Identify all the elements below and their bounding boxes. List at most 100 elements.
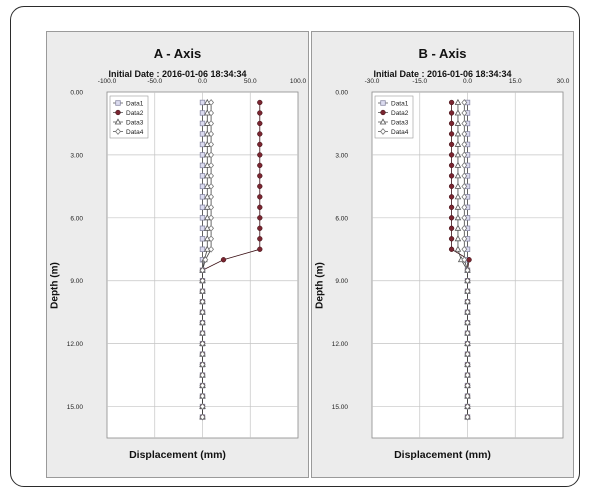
a-axis-data1-point (199, 246, 206, 252)
b-axis-data2-point (448, 215, 455, 221)
a-axis-initial-date: Initial Date : 2016-01-06 18:34:34 (108, 69, 247, 79)
a-axis-legend-data4-label: Data4 (126, 129, 144, 136)
a-axis-title: A - Axis (153, 46, 202, 61)
a-axis-data4-point (199, 319, 206, 327)
a-axis-data4-point (208, 109, 215, 117)
a-axis-data1-point (199, 110, 206, 116)
b-axis-data3-point (454, 193, 462, 200)
b-axis-data3-point (454, 119, 462, 126)
b-axis-data2-point (448, 141, 455, 148)
a-axis-data4-point (199, 277, 206, 285)
a-axis-data4-point (199, 371, 206, 379)
a-axis-y-tick-label: 9.00 (70, 278, 83, 285)
a-axis-data2-point (257, 246, 263, 252)
b-axis-data4-point (464, 287, 471, 295)
a-axis-data2-point (257, 131, 263, 137)
b-axis-data4-point (464, 277, 471, 285)
b-axis-data4-point (464, 266, 471, 274)
a-axis-x-tick-label: 50.0 (244, 78, 257, 85)
b-axis-data3-point (454, 161, 462, 168)
b-axis-legend-data3-label: Data3 (391, 119, 409, 126)
b-axis-data2-point (448, 246, 455, 252)
a-axis-data4-point (208, 99, 215, 106)
b-axis-data2-point (448, 152, 455, 158)
b-axis-data4-point (464, 340, 471, 348)
a-axis-data4-point (208, 235, 215, 243)
b-axis-legend-data4-marker (380, 128, 386, 135)
b-axis-data4-point (464, 382, 471, 389)
a-axis-data4-point (199, 403, 206, 410)
b-axis-data4-point (464, 371, 471, 379)
b-axis-data4-point (464, 392, 471, 400)
b-axis-data3-point (454, 203, 462, 210)
b-axis-data4-point (461, 151, 468, 159)
a-axis-data4-point (208, 151, 215, 159)
a-axis-legend-data3-label: Data3 (126, 119, 144, 126)
a-axis-data1-point (199, 194, 206, 200)
a-axis-data1-point (199, 183, 206, 190)
a-axis-data4-point (199, 413, 206, 421)
a-axis-data4-point (199, 340, 206, 348)
a-axis-data4-point (208, 245, 215, 253)
b-axis-x-tick-label: -15.0 (412, 78, 427, 85)
b-axis-data3-point (454, 224, 462, 231)
b-axis-data4-point (464, 403, 471, 410)
b-axis-data4-point (461, 161, 468, 169)
a-axis-data1-point (199, 141, 206, 148)
b-axis-data3-point (454, 172, 462, 179)
a-axis-data2-point (220, 257, 227, 263)
b-axis-legend-data2-label: Data2 (391, 110, 409, 117)
b-axis-data4-point (461, 109, 468, 117)
b-axis-legend-data1-marker (380, 100, 386, 106)
b-axis-data4-point (461, 224, 468, 232)
a-axis-legend-data1-label: Data1 (126, 100, 144, 107)
a-axis-data4-point (199, 392, 206, 400)
b-axis-data4-point (461, 256, 468, 264)
a-axis-y-tick-label: 12.00 (67, 341, 84, 348)
b-axis-data4-point (461, 203, 468, 211)
b-axis-legend-data1-label: Data1 (391, 100, 409, 107)
a-axis-chart: -100.0 -50.0 0.0 50.0 100.0 0.00 3.00 6.00 9.00 1… (67, 78, 307, 439)
b-axis-y-tick-label: 3.00 (335, 152, 348, 159)
b-axis-data3-point (454, 245, 462, 252)
b-axis-data2-point (448, 194, 455, 200)
b-axis-title: B - Axis (418, 46, 467, 61)
a-axis-data4-point (199, 266, 206, 274)
b-axis-data2-point (448, 120, 455, 127)
report-frame: A - Axis Initial Date : 2016-01-06 18:34… (10, 6, 580, 487)
a-axis-data1-point (199, 215, 206, 221)
b-axis-data4-point (461, 141, 468, 148)
a-axis-x-label: Displacement (mm) (129, 449, 226, 461)
a-axis-x-tick-label: 0.0 (198, 78, 207, 85)
b-axis-data3-point (454, 109, 462, 116)
a-axis-data2-point (257, 162, 263, 169)
b-axis-data4-point (464, 308, 471, 316)
a-axis-data4-point (208, 182, 215, 190)
b-axis-data3-point (454, 214, 462, 221)
a-axis-data4-point (208, 130, 215, 138)
a-axis-data4-point (208, 203, 215, 211)
a-axis-data4-point (208, 120, 215, 127)
b-axis-data2-point (448, 173, 455, 179)
a-axis-data4-point (202, 256, 209, 264)
b-axis-data4-point (461, 193, 468, 201)
b-axis-data4-point (461, 235, 468, 243)
b-axis-y-tick-label: 9.00 (335, 278, 348, 285)
b-axis-x-label: Displacement (mm) (394, 449, 491, 461)
b-axis-legend-data2-marker (380, 109, 386, 116)
a-axis-legend-data4-marker (115, 128, 121, 135)
b-axis-y-tick-label: 12.00 (332, 341, 349, 348)
a-axis-x-tick-label: 100.0 (290, 78, 307, 85)
a-axis-data1-point (199, 162, 206, 169)
a-axis-data4-point (199, 287, 206, 295)
b-axis-data4-point (461, 99, 468, 106)
b-axis-data2-point (448, 183, 455, 190)
b-axis-data4-point (464, 298, 471, 306)
a-axis-legend-data3-marker (114, 118, 122, 125)
b-axis-x-tick-label: 30.0 (557, 78, 570, 85)
b-axis-data2-point (448, 110, 455, 116)
a-axis-data1-point (199, 99, 206, 106)
b-axis-initial-date: Initial Date : 2016-01-06 18:34:34 (373, 69, 512, 79)
a-axis-data4-point (199, 361, 206, 369)
b-axis-data4-point (464, 361, 471, 369)
